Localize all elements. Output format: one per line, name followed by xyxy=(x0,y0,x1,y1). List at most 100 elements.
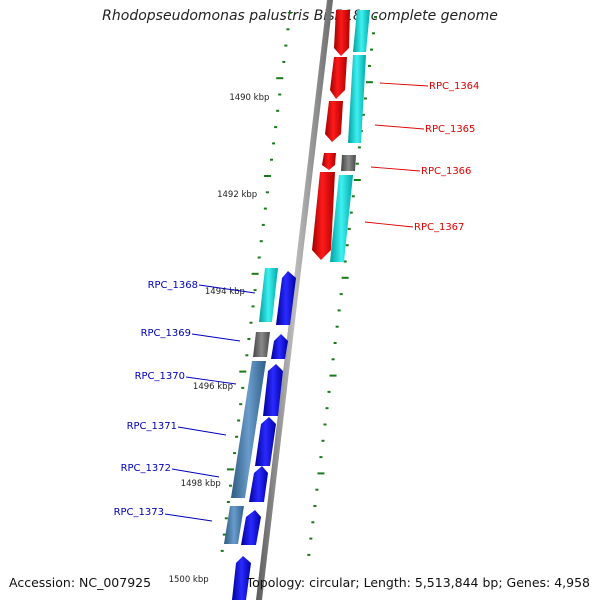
gene-rpc-1364-red-arrow[interactable] xyxy=(330,57,347,99)
gene-label-rpc-1370[interactable]: RPC_1370 xyxy=(135,371,185,382)
leader-rpc-1367 xyxy=(364,221,414,228)
gene-rpc-1373-blue-arrow[interactable] xyxy=(241,510,261,545)
scale-tick-right xyxy=(321,439,325,442)
scale-tick-left xyxy=(282,60,286,63)
scale-tick-left xyxy=(257,256,261,259)
scale-tick-right xyxy=(339,293,343,296)
scale-labels: 1490 kbp 1492 kbp 1494 kbp 1496 kbp 1498 kbp… xyxy=(169,93,270,585)
scale-tick-right xyxy=(307,553,311,556)
scale-tick-right xyxy=(331,358,335,361)
scale-label: 1490 kbp xyxy=(229,93,269,103)
scale-tick-left xyxy=(224,517,228,520)
gene-rpc-1364-cds-bar[interactable] xyxy=(348,55,366,143)
scale-tick-left xyxy=(247,338,251,340)
scale-tick-left xyxy=(239,370,247,373)
scale-label: 1492 kbp xyxy=(217,190,257,200)
scale-tick-left xyxy=(239,403,243,406)
reverse-strand xyxy=(224,268,296,600)
forward-gene-labels: RPC_1364 RPC_1365 RPC_1366 RPC_1367 xyxy=(364,81,479,233)
scale-tick-left xyxy=(288,12,292,14)
scale-tick-left xyxy=(284,44,288,47)
gene-rpc-1369-misc-feature[interactable] xyxy=(253,332,270,357)
scale-tick-right xyxy=(309,537,313,540)
scale-tick-left xyxy=(278,93,282,96)
scale-tick-left xyxy=(259,240,263,243)
scale-tick-right xyxy=(325,407,329,410)
scale-tick-left xyxy=(251,272,259,275)
gene-rpc-1372-blue-arrow[interactable] xyxy=(249,466,268,502)
gene-label-rpc-1367[interactable]: RPC_1367 xyxy=(414,222,464,233)
scale-tick-right xyxy=(341,276,349,279)
scale-tick-right xyxy=(317,472,325,475)
scale-tick-right xyxy=(355,162,359,165)
scale-tick-left xyxy=(226,501,230,503)
scale-tick-right xyxy=(335,325,339,328)
scale-tick-left xyxy=(270,158,274,161)
scale-tick-right xyxy=(357,146,361,149)
gene-label-rpc-1373[interactable]: RPC_1373 xyxy=(114,507,164,518)
scale-label: 1500 kbp xyxy=(169,575,209,585)
scale-label: 1494 kbp xyxy=(205,287,245,297)
reverse-gene-labels: RPC_1368 RPC_1369 RPC_1370 RPC_1371 RPC_… xyxy=(114,280,256,522)
scale-tick-left xyxy=(272,142,276,145)
scale-tick-right xyxy=(363,97,367,100)
scale-tick-right xyxy=(319,456,323,459)
scale-tick-left xyxy=(235,435,239,438)
scale-tick-left xyxy=(253,289,257,292)
scale-tick-left xyxy=(276,109,280,112)
gene-rpc-1363-red-arrow[interactable] xyxy=(334,10,350,56)
gene-label-rpc-1372[interactable]: RPC_1372 xyxy=(121,463,171,474)
scale-tick-right xyxy=(353,179,361,181)
scale-tick-left xyxy=(245,354,249,357)
gene-label-rpc-1368[interactable]: RPC_1368 xyxy=(148,280,198,291)
gene-rpc-1369-blue-arrow[interactable] xyxy=(271,334,288,359)
gene-rpc-1373-cds-bar[interactable] xyxy=(224,506,244,544)
scale-tick-right xyxy=(361,113,365,116)
gene-rpc-1368-blue-arrow[interactable] xyxy=(276,271,296,325)
gene-rpc-1367-red-arrow[interactable] xyxy=(312,172,335,260)
scale-tick-right xyxy=(369,48,373,51)
gene-rpc-1370-blue-arrow[interactable] xyxy=(263,364,283,416)
scale-tick-right xyxy=(333,342,337,344)
leader-rpc-1370 xyxy=(185,376,237,385)
scale-tick-right xyxy=(367,64,371,67)
scale-tick-left xyxy=(222,533,226,536)
gene-rpc-1363-cds-bar[interactable] xyxy=(353,10,370,52)
scale-label: 1496 kbp xyxy=(193,382,233,392)
gene-label-rpc-1364[interactable]: RPC_1364 xyxy=(429,81,479,92)
scale-tick-left xyxy=(263,207,267,210)
gene-rpc-1368-cds-bar[interactable] xyxy=(259,268,278,322)
scale-tick-right xyxy=(337,309,341,312)
gene-rpc-1374-blue-arrow[interactable] xyxy=(232,556,251,600)
scale-tick-left xyxy=(263,175,271,177)
scale-tick-right xyxy=(315,488,319,491)
scale-label: 1498 kbp xyxy=(181,479,221,489)
gene-rpc-1371-blue-arrow[interactable] xyxy=(255,417,276,466)
scale-tick-left xyxy=(226,468,234,471)
scale-tick-right xyxy=(371,32,375,35)
scale-tick-left xyxy=(249,321,253,324)
scale-tick-left xyxy=(276,77,284,80)
gene-label-rpc-1365[interactable]: RPC_1365 xyxy=(425,124,475,135)
scale-ticks xyxy=(220,12,378,556)
gene-label-rpc-1366[interactable]: RPC_1366 xyxy=(421,166,471,177)
scale-tick-right xyxy=(311,521,315,524)
gene-rpc-1366-misc-feature[interactable] xyxy=(341,155,356,171)
scale-tick-left xyxy=(265,191,269,194)
leader-rpc-1372 xyxy=(171,468,220,478)
gene-rpc-1367-cds-bar[interactable] xyxy=(330,175,353,262)
scale-tick-left xyxy=(241,386,245,389)
forward-strand xyxy=(312,10,370,262)
gene-rpc-1366-red-arrow[interactable] xyxy=(322,153,336,170)
scale-tick-left xyxy=(228,484,232,487)
gene-label-rpc-1371[interactable]: RPC_1371 xyxy=(127,421,177,432)
genome-summary-text: Topology: circular; Length: 5,513,844 bp… xyxy=(246,575,590,590)
scale-tick-right xyxy=(347,227,351,230)
gene-rpc-1370-1372-cds-bar[interactable] xyxy=(231,361,266,498)
gene-label-rpc-1369[interactable]: RPC_1369 xyxy=(141,328,191,339)
gene-rpc-1365-red-arrow[interactable] xyxy=(325,101,343,142)
scale-tick-left xyxy=(220,549,224,552)
leader-rpc-1373 xyxy=(164,513,213,522)
scale-tick-left xyxy=(286,28,290,31)
leader-rpc-1365 xyxy=(374,124,425,130)
